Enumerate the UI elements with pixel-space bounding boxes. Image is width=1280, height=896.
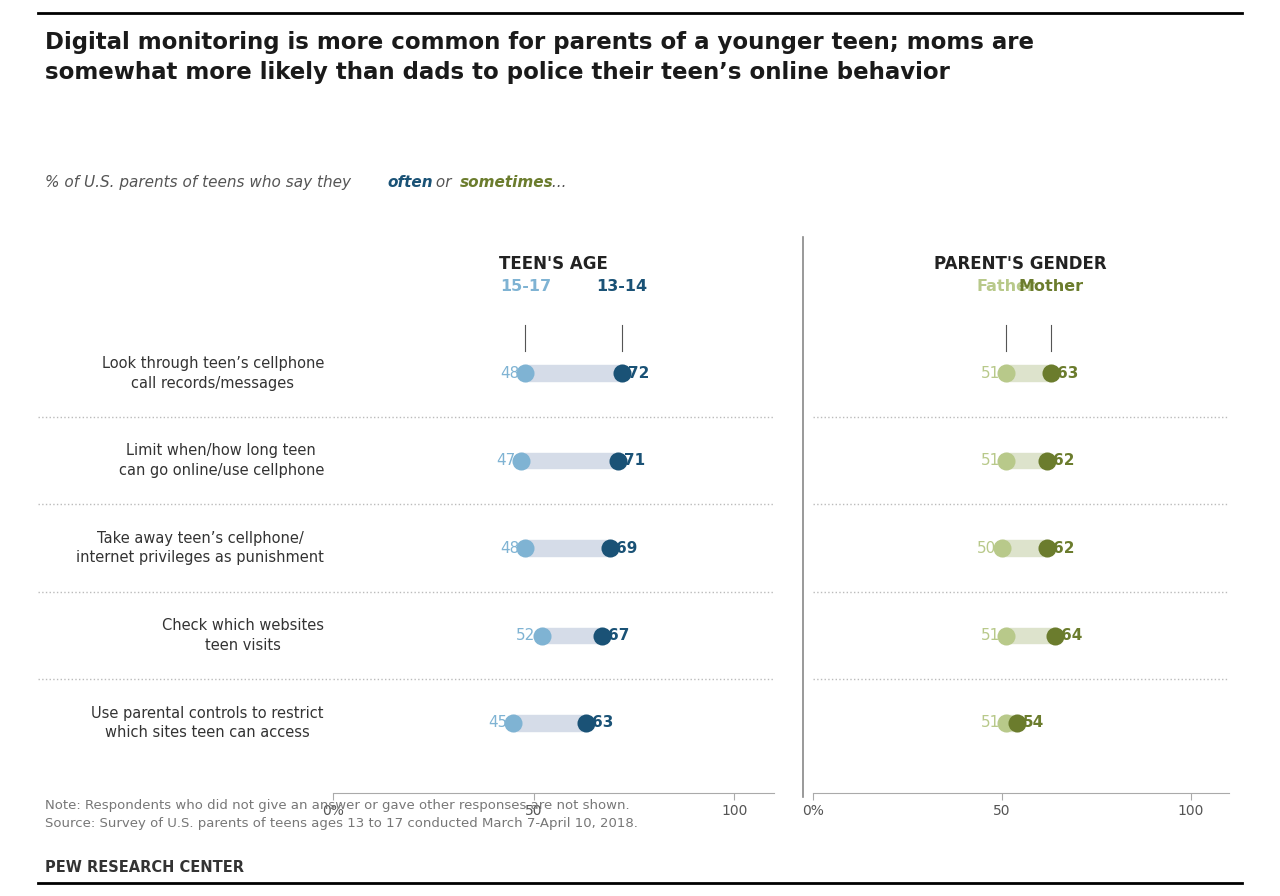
Text: or: or <box>431 175 457 190</box>
Text: 72: 72 <box>628 366 649 381</box>
Text: 62: 62 <box>1053 540 1074 556</box>
Text: 45: 45 <box>488 716 507 730</box>
Text: 47: 47 <box>497 453 516 468</box>
Text: TEEN'S AGE: TEEN'S AGE <box>499 254 608 272</box>
Text: sometimes: sometimes <box>460 175 553 190</box>
Text: often: often <box>388 175 434 190</box>
Text: 13-14: 13-14 <box>596 280 648 295</box>
Text: ...: ... <box>547 175 566 190</box>
Text: 15-17: 15-17 <box>500 280 552 295</box>
Text: 54: 54 <box>1023 716 1044 730</box>
Text: 48: 48 <box>500 540 520 556</box>
Text: 71: 71 <box>623 453 645 468</box>
Text: 62: 62 <box>1053 453 1074 468</box>
Text: PARENT'S GENDER: PARENT'S GENDER <box>934 254 1107 272</box>
Text: Mother: Mother <box>1019 280 1084 295</box>
Text: Father: Father <box>977 280 1036 295</box>
Text: 63: 63 <box>591 716 613 730</box>
Text: 51: 51 <box>980 366 1000 381</box>
Text: % of U.S. parents of teens who say they: % of U.S. parents of teens who say they <box>45 175 356 190</box>
Text: 51: 51 <box>980 716 1000 730</box>
Text: 48: 48 <box>500 366 520 381</box>
Text: Use parental controls to restrict
which sites teen can access: Use parental controls to restrict which … <box>91 705 324 740</box>
Text: 51: 51 <box>980 453 1000 468</box>
Text: Limit when/how long teen
can go online/use cellphone: Limit when/how long teen can go online/u… <box>119 444 324 478</box>
Text: Take away teen’s cellphone/
internet privileges as punishment: Take away teen’s cellphone/ internet pri… <box>76 530 324 565</box>
Text: 50: 50 <box>977 540 996 556</box>
Text: 52: 52 <box>516 628 535 643</box>
Text: 64: 64 <box>1061 628 1082 643</box>
Text: Look through teen’s cellphone
call records/messages: Look through teen’s cellphone call recor… <box>101 356 324 391</box>
Text: Check which websites
teen visits: Check which websites teen visits <box>163 618 324 653</box>
Text: 67: 67 <box>608 628 630 643</box>
Text: 63: 63 <box>1057 366 1078 381</box>
Text: 51: 51 <box>980 628 1000 643</box>
Text: Digital monitoring is more common for parents of a younger teen; moms are
somewh: Digital monitoring is more common for pa… <box>45 31 1034 83</box>
Text: Note: Respondents who did not give an answer or gave other responses are not sho: Note: Respondents who did not give an an… <box>45 799 637 831</box>
Text: PEW RESEARCH CENTER: PEW RESEARCH CENTER <box>45 860 243 875</box>
Text: 69: 69 <box>616 540 637 556</box>
